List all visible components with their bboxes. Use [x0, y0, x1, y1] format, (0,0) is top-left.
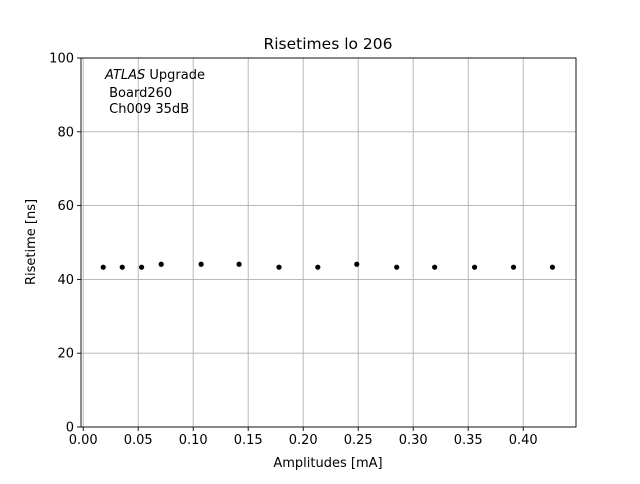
y-tick-label: 0: [66, 421, 74, 436]
y-tick-label: 80: [57, 125, 74, 140]
chart-title: Risetimes lo 206: [263, 35, 392, 53]
annotation-channel: Ch009 35dB: [105, 102, 189, 117]
annotation-atlas: ATLAS: [104, 68, 145, 83]
data-point: [315, 264, 321, 270]
y-tick-label: 20: [57, 347, 74, 362]
y-tick-label: 40: [57, 273, 74, 288]
data-point: [100, 264, 106, 270]
plot-frame: [80, 57, 577, 428]
x-tick-label: 0.40: [509, 433, 538, 448]
y-axis: 0 20 40 60 80 100: [49, 52, 81, 436]
x-tick-label: 0.20: [289, 433, 318, 448]
data-point: [510, 264, 517, 270]
annotation-board: Board260: [105, 86, 172, 101]
y-tick-label: 60: [57, 199, 74, 214]
x-tick-label: 0.10: [179, 433, 208, 448]
x-tick-label: 0.00: [69, 433, 98, 448]
annotation-upgrade: Upgrade: [145, 68, 205, 83]
data-point: [198, 261, 204, 267]
y-axis-label: Risetime [ns]: [24, 199, 39, 285]
x-tick-label: 0.25: [344, 433, 373, 448]
x-axis: 0.00 0.05 0.10 0.15 0.20 0.25 0.30 0.35 0.40: [69, 427, 538, 448]
x-tick-label: 0.15: [234, 433, 263, 448]
x-axis-label: Amplitudes [mA]: [273, 456, 382, 471]
x-tick-label: 0.05: [124, 433, 153, 448]
data-point: [394, 264, 400, 270]
data-point: [158, 261, 164, 267]
data-point: [119, 264, 125, 270]
annotation: ATLAS Upgrade Board260 Ch009 35dB: [104, 68, 205, 117]
data-point: [139, 264, 145, 270]
data-point: [549, 264, 556, 270]
data-point: [276, 264, 282, 270]
data-point: [432, 264, 438, 270]
grid: [81, 57, 576, 428]
data-point: [236, 261, 242, 267]
y-tick-label: 100: [49, 52, 74, 67]
x-tick-label: 0.30: [399, 433, 428, 448]
data-points: [100, 261, 556, 270]
x-tick-label: 0.35: [454, 433, 483, 448]
data-point: [354, 261, 360, 267]
data-point: [471, 264, 478, 270]
svg-text:ATLAS Upgrade: ATLAS Upgrade: [104, 68, 205, 83]
